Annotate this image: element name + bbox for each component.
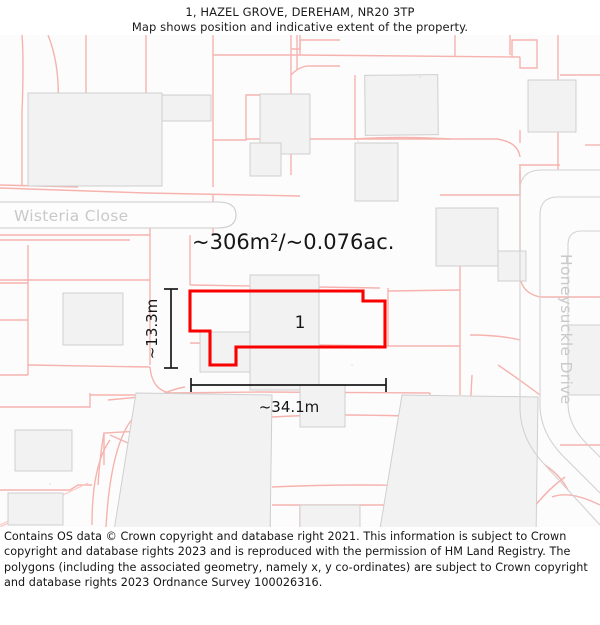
property-boundary-polygon[interactable]	[188, 289, 387, 367]
plot-number-label: 1	[295, 313, 306, 333]
building-footprints	[7, 74, 600, 527]
street-label-wisteria-close: Wisteria Close	[14, 207, 129, 225]
dimension-vertical: ~13.3m	[143, 288, 178, 369]
dimension-horizontal-label: ~34.1m	[259, 398, 320, 416]
map-svg[interactable]: .parcel { fill: none; stroke: #f6b3ae; s…	[0, 35, 600, 527]
building-footprint-bottom-center	[379, 394, 539, 527]
street-label-honeysuckle-drive-text: Honeysuckle Drive	[557, 254, 575, 404]
road-casings	[0, 169, 600, 526]
map-footer: Contains OS data © Crown copyright and d…	[0, 527, 600, 625]
area-label: ~306m²/~0.076ac.	[192, 230, 394, 254]
dimension-vertical-label: ~13.3m	[143, 299, 161, 360]
road-casing-wisteria	[0, 201, 237, 229]
page-subtitle: Map shows position and indicative extent…	[131, 20, 469, 34]
map-header: 1, HAZEL GROVE, DEREHAM, NR20 3TP Map sh…	[0, 0, 600, 35]
street-label-honeysuckle-drive: Honeysuckle Drive	[557, 254, 575, 404]
dimension-horizontal: ~34.1m	[190, 378, 387, 416]
map-canvas[interactable]: .parcel { fill: none; stroke: #f6b3ae; s…	[0, 35, 600, 527]
copyright-text: Contains OS data © Crown copyright and d…	[4, 530, 588, 590]
page-title: 1, HAZEL GROVE, DEREHAM, NR20 3TP	[185, 5, 415, 19]
